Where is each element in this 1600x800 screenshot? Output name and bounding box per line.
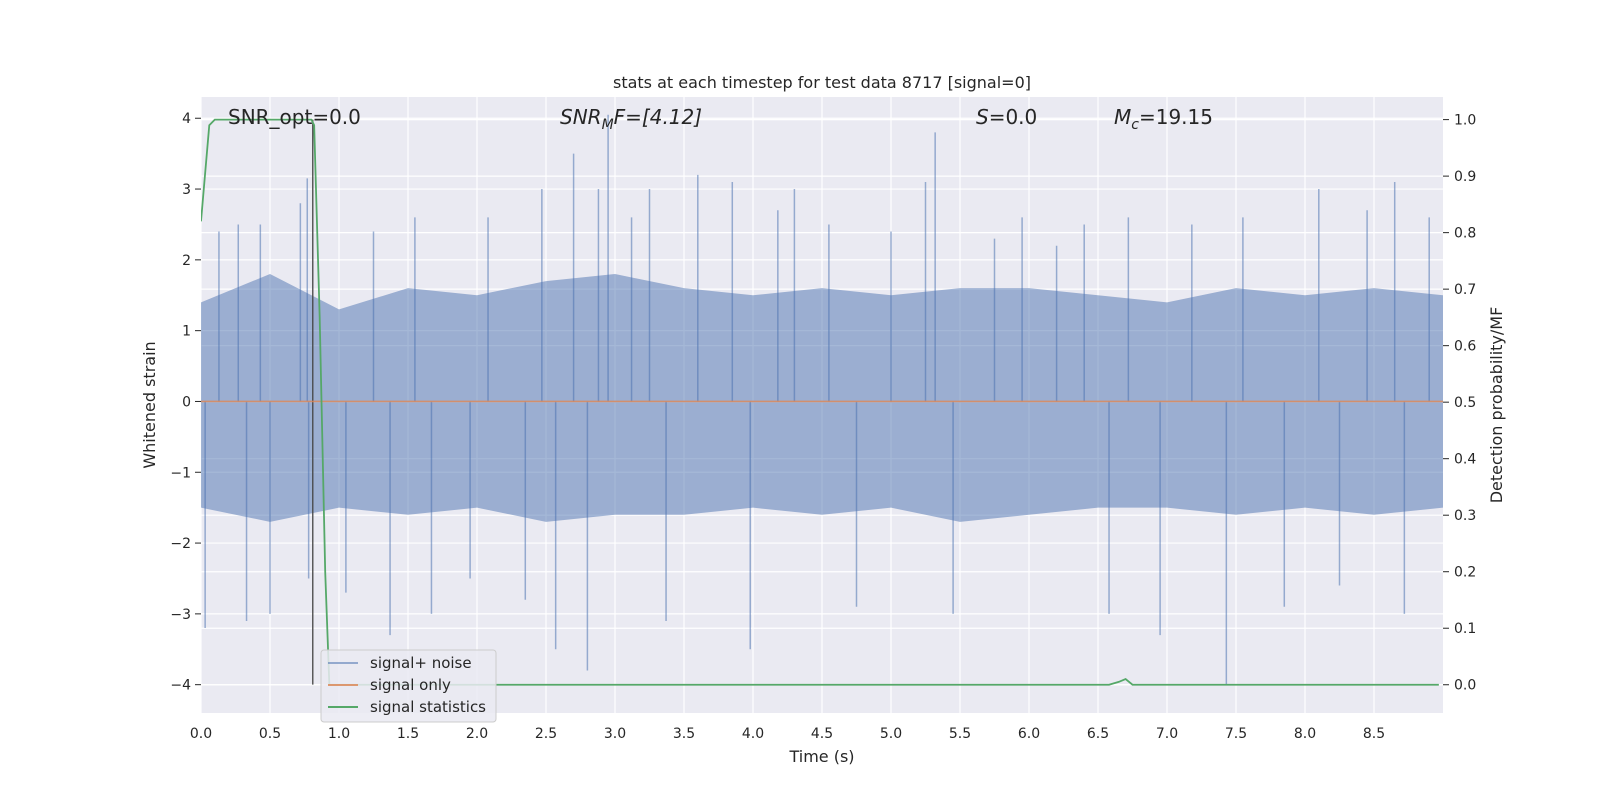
annotation-mc: Mc=19.15 <box>1114 105 1213 133</box>
x-tick-label: 7.5 <box>1225 726 1247 742</box>
signal-noise-band <box>201 274 1443 522</box>
series-lines-layer <box>201 118 1443 686</box>
signal-statistics-line <box>201 118 1439 686</box>
x-tick-label: 1.0 <box>328 726 350 742</box>
annotation-snr-mf-main: SNR <box>560 105 602 129</box>
y-right-tick-label: 0.1 <box>1454 621 1476 637</box>
y-right-tick-label: 0.2 <box>1454 565 1476 581</box>
x-tick-label: 6.5 <box>1087 726 1109 742</box>
annotation-mc-main: M <box>1114 105 1131 129</box>
legend: signal+ noise signal only signal statist… <box>320 649 497 723</box>
y-right-tick-label: 0.5 <box>1454 395 1476 411</box>
tick-labels: 0.0 0.5 1.0 1.5 2.0 2.5 3.0 3.5 4.0 4.5 5.0 5.5 6.0 6… <box>170 111 1476 742</box>
y-left-tick-label: 1 <box>182 324 191 340</box>
annotation-s: S=0.0 <box>976 105 1037 129</box>
x-tick-label: 3.5 <box>673 726 695 742</box>
x-tick-label: 2.0 <box>466 726 488 742</box>
x-tick-label: 3.0 <box>604 726 626 742</box>
annotation-snr-mf: SNRMF=[4.12] <box>560 105 702 133</box>
x-tick-label: 7.0 <box>1156 726 1178 742</box>
x-tick-label: 8.0 <box>1294 726 1316 742</box>
y-left-tick-label: −1 <box>170 465 191 481</box>
legend-label-signal-only: signal only <box>370 676 451 694</box>
y-right-tick-label: 0.7 <box>1454 282 1476 298</box>
legend-box <box>320 649 497 723</box>
x-tick-label: 5.5 <box>949 726 971 742</box>
annotation-s-main: S <box>976 105 989 129</box>
y-right-tick-label: 1.0 <box>1454 113 1476 129</box>
y-right-tick-label: 0.0 <box>1454 678 1476 694</box>
x-tick-label: 8.5 <box>1363 726 1385 742</box>
annotation-snr-mf-rest: F=[4.12] <box>614 105 702 129</box>
y-axis-right-label: Detection probability/MF <box>1487 307 1506 504</box>
y-left-tick-label: 2 <box>182 253 191 269</box>
y-axis-left-label: Whitened strain <box>140 341 159 468</box>
x-tick-label: 4.0 <box>742 726 764 742</box>
x-tick-label: 5.0 <box>880 726 902 742</box>
y-right-tick-label: 0.9 <box>1454 169 1476 185</box>
annotation-snr-opt: SNR_opt=0.0 <box>228 105 361 129</box>
y-left-tick-label: −3 <box>170 607 191 623</box>
y-left-tick-label: −2 <box>170 536 191 552</box>
signal-noise-layer <box>201 114 1443 685</box>
y-left-tick-label: 0 <box>182 394 191 410</box>
y-left-tick-label: −4 <box>170 678 191 694</box>
x-tick-label: 2.5 <box>535 726 557 742</box>
y-right-tick-label: 0.6 <box>1454 339 1476 355</box>
x-tick-label: 0.5 <box>259 726 281 742</box>
x-axis-label: Time (s) <box>788 747 854 766</box>
chart-title: stats at each timestep for test data 871… <box>613 73 1031 92</box>
annotation-mc-sub: c <box>1131 117 1139 133</box>
x-tick-label: 4.5 <box>811 726 833 742</box>
legend-label-signal-statistics: signal statistics <box>370 698 486 716</box>
x-tick-label: 0.0 <box>190 726 212 742</box>
x-tick-label: 6.0 <box>1018 726 1040 742</box>
legend-label-signal-noise: signal+ noise <box>370 654 472 672</box>
annotation-mc-rest: =19.15 <box>1139 105 1213 129</box>
y-right-tick-label: 0.4 <box>1454 452 1476 468</box>
y-left-tick-label: 3 <box>182 182 191 198</box>
annotation-s-rest: =0.0 <box>989 105 1038 129</box>
y-right-tick-label: 0.3 <box>1454 508 1476 524</box>
annotation-snr-mf-sub: M <box>602 117 614 133</box>
y-right-tick-label: 0.8 <box>1454 226 1476 242</box>
x-tick-label: 1.5 <box>397 726 419 742</box>
y-left-tick-label: 4 <box>182 111 191 127</box>
